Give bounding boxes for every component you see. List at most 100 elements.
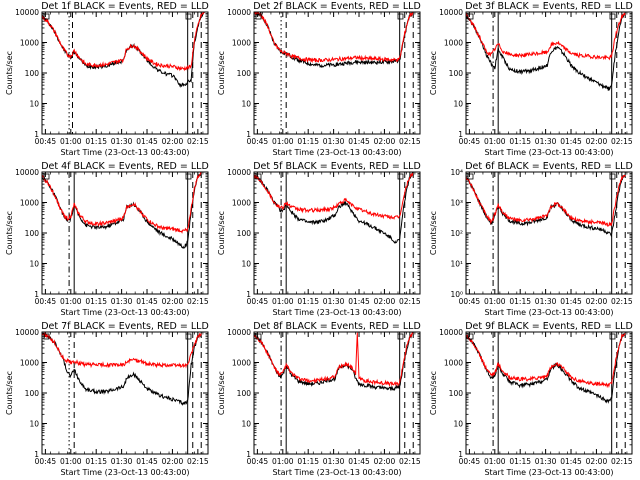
y-tick-label: 1 [34, 130, 39, 139]
y-tick-label: 10² [450, 229, 463, 238]
y-tick-label: 10000 [227, 168, 251, 177]
x-axis-label: Start Time (23-Oct-13 00:43:00) [272, 308, 401, 317]
y-tick-label: 100 [449, 389, 464, 398]
x-tick-label: 01:30 [111, 297, 133, 306]
plot-area [254, 12, 414, 134]
x-tick-label: 01:15 [509, 297, 531, 306]
y-tick-label: 10000 [439, 8, 463, 17]
panel-title: Det 5f BLACK = Events, RED = LLD [253, 161, 421, 172]
x-tick-label: 01:45 [348, 297, 370, 306]
y-tick-label: 1 [458, 450, 463, 459]
series-lld-line [42, 12, 205, 72]
x-tick-label: 02:00 [162, 137, 184, 146]
series-lld-line [254, 332, 414, 387]
plot-area [254, 172, 414, 294]
panel-title: Det 8f BLACK = Events, RED = LLD [253, 321, 421, 332]
panel-1: Det 1f BLACK = Events, RED = LLD Counts/s… [5, 1, 209, 157]
x-tick-label: 01:45 [136, 457, 158, 466]
panel-9: Det 9f BLACK = Events, RED = LLD Counts/s… [429, 321, 633, 477]
x-tick-label: 01:30 [323, 457, 345, 466]
y-tick-label: 1 [246, 450, 251, 459]
x-tick-label: 00:45 [247, 137, 269, 146]
y-tick-label: 10000 [227, 328, 251, 337]
corner-marker [185, 13, 192, 20]
series-lld-line [254, 12, 414, 64]
y-tick-label: 1 [34, 290, 39, 299]
corner-marker [255, 173, 262, 180]
x-tick-label: 00:45 [459, 137, 481, 146]
y-tick-label: 100 [237, 229, 252, 238]
y-tick-label: 10³ [450, 199, 463, 208]
panel-title: Det 9f BLACK = Events, RED = LLD [465, 321, 633, 332]
plot-area [254, 332, 414, 454]
x-axis-label: Start Time (23-Oct-13 00:43:00) [60, 468, 189, 477]
x-tick-label: 00:45 [247, 457, 269, 466]
x-tick-label: 02:15 [187, 297, 209, 306]
x-tick-label: 02:00 [162, 297, 184, 306]
series-events-line [42, 12, 206, 88]
y-tick-label: 1000 [232, 359, 251, 368]
x-axis-label: Start Time (23-Oct-13 00:43:00) [484, 148, 613, 157]
corner-marker [185, 333, 192, 340]
x-tick-label: 01:15 [85, 457, 107, 466]
panel-4: Det 4f BLACK = Events, RED = LLD Counts/s… [5, 161, 209, 317]
panel-title: Det 6f BLACK = Events, RED = LLD [465, 161, 633, 172]
x-tick-label: 01:45 [560, 297, 582, 306]
series-lld-line [42, 172, 202, 234]
corner-marker [609, 13, 616, 20]
panel-title: Det 7f BLACK = Events, RED = LLD [41, 321, 209, 332]
y-tick-label: 1000 [20, 199, 39, 208]
y-axis-label: Counts/sec [429, 371, 438, 415]
series-lld-line [466, 333, 626, 389]
x-tick-label: 02:00 [586, 457, 608, 466]
series-events-line [254, 332, 414, 392]
x-tick-label: 02:15 [399, 137, 421, 146]
y-tick-label: 1000 [20, 359, 39, 368]
y-axis-label: Counts/sec [5, 371, 14, 415]
corner-marker [255, 13, 262, 20]
x-tick-label: 01:00 [484, 297, 506, 306]
x-tick-label: 02:15 [611, 457, 633, 466]
x-axis-label: Start Time (23-Oct-13 00:43:00) [484, 468, 613, 477]
corner-marker [43, 333, 50, 340]
plot-area [42, 172, 202, 294]
corner-marker [185, 173, 192, 180]
x-tick-label: 02:15 [187, 457, 209, 466]
x-tick-label: 01:15 [509, 457, 531, 466]
x-tick-label: 01:00 [60, 457, 82, 466]
x-tick-label: 01:00 [484, 137, 506, 146]
panel-title: Det 3f BLACK = Events, RED = LLD [465, 1, 633, 12]
x-axis-label: Start Time (23-Oct-13 00:43:00) [484, 308, 613, 317]
y-tick-label: 1 [246, 130, 251, 139]
x-tick-label: 00:45 [459, 297, 481, 306]
x-tick-label: 01:30 [535, 137, 557, 146]
y-tick-label: 1000 [444, 39, 463, 48]
x-tick-label: 01:45 [136, 297, 158, 306]
panel-3: Det 3f BLACK = Events, RED = LLD Counts/s… [429, 1, 633, 157]
y-axis-label: Counts/sec [429, 51, 438, 95]
y-tick-label: 10000 [15, 8, 39, 17]
x-tick-label: 00:45 [35, 297, 57, 306]
x-tick-label: 01:00 [272, 137, 294, 146]
corner-marker [467, 173, 474, 180]
corner-marker [467, 333, 474, 340]
series-lld-line [42, 332, 202, 369]
corner-marker [43, 173, 50, 180]
series-events-line [466, 12, 626, 91]
plot-frame [465, 11, 633, 135]
y-tick-label: 10 [29, 100, 39, 109]
x-tick-label: 01:45 [348, 137, 370, 146]
x-tick-label: 01:15 [85, 137, 107, 146]
corner-marker [609, 333, 616, 340]
panel-6: Det 6f BLACK = Events, RED = LLD Counts/s… [429, 161, 633, 317]
x-tick-label: 01:15 [297, 137, 319, 146]
y-tick-label: 100 [25, 389, 40, 398]
x-tick-label: 02:00 [374, 297, 396, 306]
y-tick-label: 10⁴ [450, 168, 463, 177]
series-events-line [466, 332, 626, 404]
x-tick-label: 01:00 [60, 137, 82, 146]
panel-2: Det 2f BLACK = Events, RED = LLD Counts/s… [217, 1, 421, 157]
x-tick-label: 01:45 [348, 457, 370, 466]
x-tick-label: 01:00 [60, 297, 82, 306]
